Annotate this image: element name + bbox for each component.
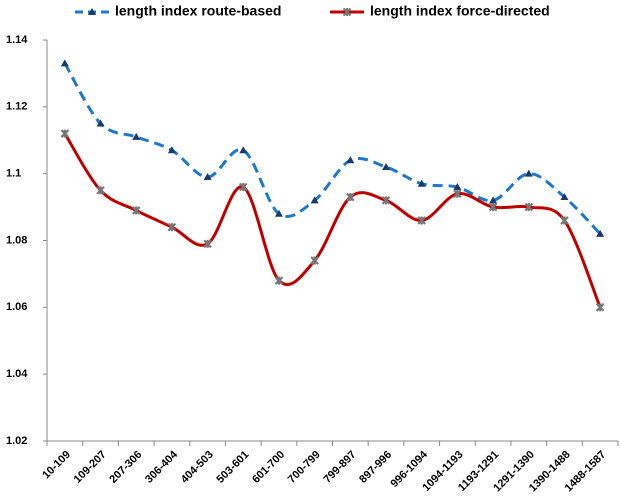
marker: [346, 192, 355, 202]
marker: [560, 193, 569, 201]
marker: [60, 129, 70, 138]
marker: [96, 119, 105, 127]
y-tick-label: 1.06: [6, 301, 27, 313]
y-tick-label: 1.1: [6, 168, 21, 180]
marker: [489, 196, 498, 204]
y-tick-label: 1.04: [6, 368, 28, 380]
x-tick-label: 207-306: [107, 449, 144, 486]
x-tick-label: 306-404: [143, 448, 181, 486]
marker: [203, 239, 212, 249]
marker: [560, 216, 569, 225]
legend-label: length index route-based: [115, 3, 281, 19]
marker: [596, 229, 605, 237]
x-tick-label: 601-700: [250, 449, 287, 486]
marker: [346, 156, 355, 164]
legend-marker: [342, 7, 352, 17]
marker: [167, 146, 176, 154]
y-tick-label: 1.08: [6, 234, 27, 246]
marker: [310, 196, 319, 204]
legend: length index route-based length index for…: [75, 3, 550, 19]
marker: [488, 202, 498, 212]
marker: [239, 182, 248, 192]
y-tick-label: 1.02: [6, 435, 27, 447]
marker: [524, 169, 533, 177]
marker: [310, 256, 319, 265]
marker: [274, 209, 283, 217]
x-tick-label: 700-799: [286, 449, 323, 486]
x-tick-label: 10-109: [40, 449, 73, 482]
series-line: [63, 62, 602, 235]
marker: [453, 183, 462, 191]
legend-label: length index force-directed: [370, 3, 550, 19]
marker: [453, 189, 462, 198]
marker: [382, 162, 391, 170]
marker: [417, 216, 426, 225]
marker: [595, 303, 605, 312]
marker: [131, 206, 141, 215]
y-tick-label: 1.12: [6, 101, 27, 113]
marker: [167, 222, 177, 232]
marker: [203, 173, 212, 181]
marker: [381, 196, 391, 205]
marker: [239, 146, 248, 154]
y-tick-label: 1.14: [6, 34, 28, 46]
x-tick-label: 799-897: [321, 449, 358, 486]
marker: [96, 186, 105, 195]
marker: [274, 276, 284, 285]
x-tick-label: 109-207: [72, 449, 109, 486]
marker: [132, 132, 141, 140]
marker: [60, 59, 69, 67]
marker: [417, 179, 426, 187]
x-tick-label: 404-503: [179, 449, 216, 486]
x-tick-label: 503-601: [214, 449, 251, 486]
legend-marker: [88, 8, 96, 15]
marker: [524, 202, 534, 212]
series-line: [63, 132, 602, 308]
